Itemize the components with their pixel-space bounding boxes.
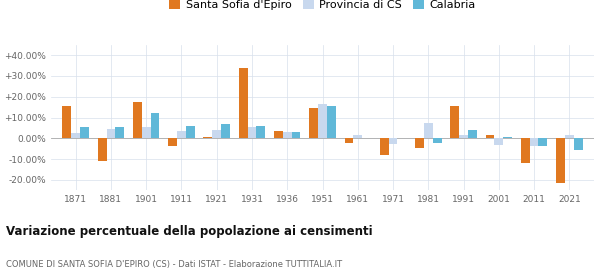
Bar bbox=[344, 138, 353, 143]
Bar bbox=[107, 129, 115, 138]
Bar bbox=[142, 127, 151, 138]
Bar bbox=[538, 138, 547, 146]
Bar bbox=[256, 126, 265, 138]
Bar bbox=[203, 137, 212, 138]
Bar bbox=[503, 137, 512, 138]
Bar bbox=[468, 130, 477, 138]
Bar bbox=[168, 138, 177, 146]
Text: Variazione percentuale della popolazione ai censimenti: Variazione percentuale della popolazione… bbox=[6, 225, 373, 238]
Bar bbox=[151, 113, 160, 138]
Bar bbox=[433, 138, 442, 143]
Bar bbox=[186, 126, 194, 138]
Bar bbox=[274, 131, 283, 138]
Bar bbox=[485, 135, 494, 138]
Bar bbox=[98, 138, 107, 161]
Bar bbox=[283, 132, 292, 138]
Bar bbox=[521, 138, 530, 163]
Bar bbox=[318, 104, 327, 138]
Bar bbox=[239, 68, 248, 138]
Bar bbox=[80, 127, 89, 138]
Bar bbox=[459, 135, 468, 138]
Bar bbox=[530, 138, 538, 146]
Bar bbox=[415, 138, 424, 148]
Bar bbox=[309, 108, 318, 138]
Bar bbox=[389, 138, 397, 144]
Bar bbox=[221, 124, 230, 138]
Bar bbox=[212, 130, 221, 138]
Bar bbox=[494, 138, 503, 145]
Bar bbox=[133, 102, 142, 138]
Bar bbox=[574, 138, 583, 150]
Bar bbox=[248, 127, 256, 138]
Bar bbox=[556, 138, 565, 183]
Bar bbox=[327, 106, 336, 138]
Bar bbox=[62, 106, 71, 138]
Bar bbox=[292, 132, 301, 138]
Bar bbox=[380, 138, 389, 155]
Bar bbox=[565, 135, 574, 138]
Bar bbox=[177, 131, 186, 138]
Bar bbox=[71, 133, 80, 138]
Bar bbox=[115, 127, 124, 138]
Text: COMUNE DI SANTA SOFIA D'EPIRO (CS) - Dati ISTAT - Elaborazione TUTTITALIA.IT: COMUNE DI SANTA SOFIA D'EPIRO (CS) - Dat… bbox=[6, 260, 342, 269]
Legend: Santa Sofia d'Epiro, Provincia di CS, Calabria: Santa Sofia d'Epiro, Provincia di CS, Ca… bbox=[164, 0, 481, 14]
Bar bbox=[451, 106, 459, 138]
Bar bbox=[353, 135, 362, 138]
Bar bbox=[424, 123, 433, 138]
